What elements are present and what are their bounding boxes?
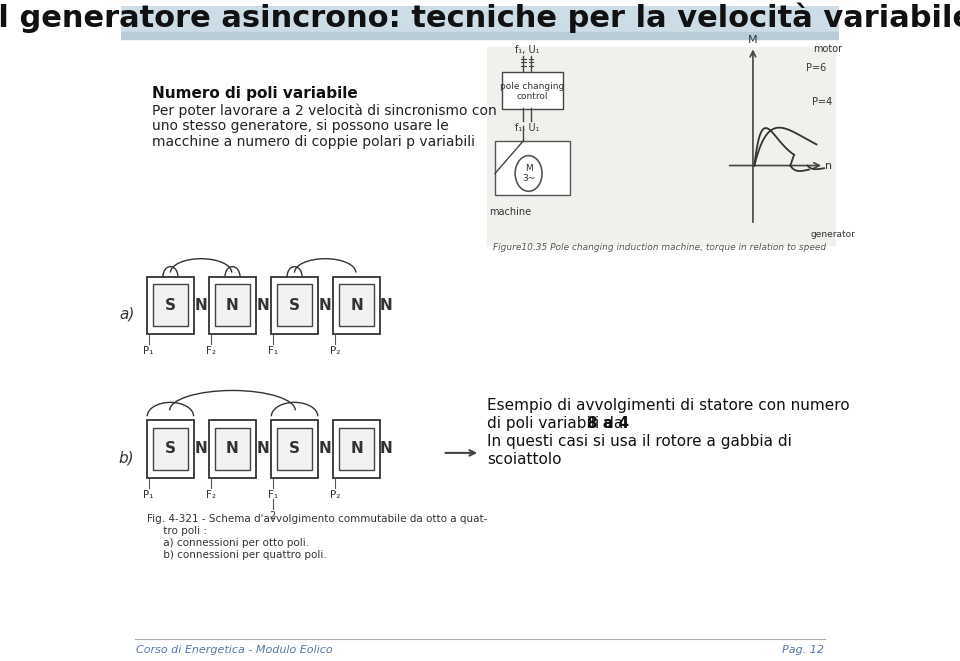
Text: N: N [195, 297, 207, 313]
Text: uno stesso generatore, si possono usare le: uno stesso generatore, si possono usare … [153, 119, 449, 133]
Text: P₁: P₁ [143, 346, 154, 356]
Text: In questi casi si usa il rotore a gabbia di: In questi casi si usa il rotore a gabbia… [488, 434, 792, 449]
Text: 8 a 4: 8 a 4 [588, 416, 630, 431]
Bar [154, 284, 187, 326]
Text: S: S [165, 297, 176, 313]
Text: Numero di poli variabile: Numero di poli variabile [153, 87, 358, 101]
Text: b) connessioni per quattro poli.: b) connessioni per quattro poli. [147, 550, 327, 560]
Text: machine: machine [489, 207, 531, 217]
Text: P=4: P=4 [812, 97, 832, 107]
Text: Esempio di avvolgimenti di statore con numero: Esempio di avvolgimenti di statore con n… [488, 399, 851, 413]
Text: N: N [256, 297, 270, 313]
Text: N: N [350, 442, 363, 457]
Text: S: S [289, 297, 300, 313]
Text: pole changing
control: pole changing control [500, 81, 564, 101]
Bar [121, 32, 839, 39]
Bar [209, 420, 255, 478]
Text: S: S [165, 442, 176, 457]
Bar [277, 428, 312, 470]
Bar [154, 428, 187, 470]
Text: a) connessioni per otto poli.: a) connessioni per otto poli. [147, 538, 309, 548]
Text: a): a) [119, 307, 134, 322]
Text: Fig. 4-321 - Schema d'avvolgimento commutabile da otto a quat-: Fig. 4-321 - Schema d'avvolgimento commu… [147, 514, 488, 524]
Bar [147, 420, 194, 478]
Bar [215, 428, 250, 470]
Text: P₁: P₁ [143, 490, 154, 500]
Text: N: N [319, 297, 331, 313]
Bar [333, 420, 380, 478]
Text: f₁, U₁: f₁, U₁ [515, 123, 540, 133]
Text: F₁: F₁ [268, 490, 278, 500]
Text: N: N [350, 297, 363, 313]
Bar [209, 276, 255, 334]
Text: Corso di Energetica - Modulo Eolico: Corso di Energetica - Modulo Eolico [136, 645, 333, 655]
Bar [215, 284, 250, 326]
Text: P₂: P₂ [329, 346, 340, 356]
Circle shape [516, 155, 542, 191]
Text: 2: 2 [270, 512, 276, 522]
Text: N: N [256, 442, 270, 457]
Text: n: n [826, 161, 832, 171]
Bar [272, 276, 318, 334]
Bar [488, 47, 835, 245]
Text: Il generatore asincrono: tecniche per la velocità variabile: Il generatore asincrono: tecniche per la… [0, 3, 960, 33]
Bar [272, 420, 318, 478]
Text: b): b) [119, 450, 134, 465]
Bar [333, 276, 380, 334]
Text: Per poter lavorare a 2 velocità di sincronismo con: Per poter lavorare a 2 velocità di sincr… [153, 103, 497, 118]
Text: N: N [379, 297, 392, 313]
Text: N: N [379, 442, 392, 457]
Bar [495, 141, 569, 195]
Text: F₂: F₂ [205, 490, 216, 500]
Text: N: N [195, 442, 207, 457]
Text: Figure10.35 Pole changing induction machine, torque in relation to speed: Figure10.35 Pole changing induction mach… [493, 243, 827, 252]
Text: N: N [227, 297, 239, 313]
Text: P₂: P₂ [329, 490, 340, 500]
Text: tro poli :: tro poli : [147, 526, 207, 536]
FancyBboxPatch shape [502, 73, 563, 109]
Text: S: S [289, 442, 300, 457]
Bar [340, 428, 373, 470]
Text: motor: motor [813, 44, 843, 54]
Text: N: N [227, 442, 239, 457]
Text: P=6: P=6 [806, 63, 827, 73]
Text: F₂: F₂ [205, 346, 216, 356]
Bar [277, 284, 312, 326]
Text: N: N [319, 442, 331, 457]
Bar [121, 6, 839, 32]
Text: generator: generator [810, 231, 855, 239]
Text: di poli variabili da: di poli variabili da [488, 416, 629, 431]
Text: macchine a numero di coppie polari p variabili: macchine a numero di coppie polari p var… [153, 135, 475, 149]
Text: M: M [748, 34, 757, 45]
Bar [340, 284, 373, 326]
Text: Pag. 12: Pag. 12 [782, 645, 824, 655]
Text: F₁: F₁ [268, 346, 278, 356]
Text: f₁, U₁: f₁, U₁ [515, 44, 540, 55]
Text: scoiattolo: scoiattolo [488, 452, 562, 467]
Bar [147, 276, 194, 334]
Text: M
3~: M 3~ [522, 164, 536, 183]
